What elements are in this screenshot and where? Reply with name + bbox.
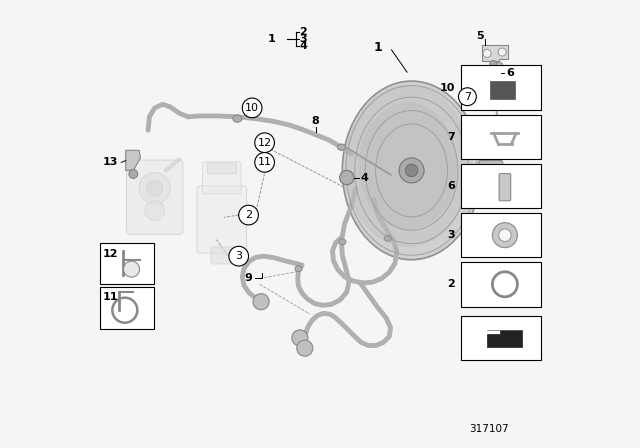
Circle shape	[243, 98, 262, 118]
FancyBboxPatch shape	[461, 65, 541, 110]
Circle shape	[147, 180, 163, 196]
Circle shape	[145, 201, 164, 220]
Ellipse shape	[384, 235, 392, 241]
Circle shape	[405, 164, 418, 177]
Circle shape	[255, 152, 275, 172]
FancyBboxPatch shape	[461, 164, 541, 208]
FancyBboxPatch shape	[100, 243, 154, 284]
Ellipse shape	[342, 81, 481, 260]
FancyBboxPatch shape	[490, 81, 515, 99]
Circle shape	[113, 297, 138, 323]
Circle shape	[458, 88, 476, 106]
FancyBboxPatch shape	[127, 160, 183, 234]
Text: 10: 10	[440, 83, 455, 93]
Text: 12: 12	[257, 138, 272, 148]
Polygon shape	[482, 45, 508, 61]
Circle shape	[492, 223, 517, 248]
FancyBboxPatch shape	[461, 115, 541, 159]
FancyBboxPatch shape	[492, 63, 502, 87]
Circle shape	[139, 172, 170, 204]
Circle shape	[229, 246, 248, 266]
Text: 2: 2	[299, 27, 307, 37]
FancyBboxPatch shape	[100, 287, 154, 329]
Circle shape	[499, 229, 511, 241]
Text: 5: 5	[476, 31, 484, 41]
Circle shape	[124, 261, 140, 277]
Circle shape	[492, 272, 517, 297]
Text: 3: 3	[236, 251, 242, 261]
Ellipse shape	[337, 144, 346, 151]
Polygon shape	[125, 151, 140, 170]
FancyBboxPatch shape	[202, 162, 241, 194]
Text: 4: 4	[360, 172, 368, 182]
Text: 317107: 317107	[469, 424, 509, 435]
Ellipse shape	[339, 239, 346, 245]
Ellipse shape	[346, 86, 470, 246]
Circle shape	[483, 49, 491, 57]
Circle shape	[340, 170, 354, 185]
Text: 4: 4	[299, 41, 307, 51]
FancyBboxPatch shape	[479, 160, 502, 180]
Circle shape	[129, 169, 138, 178]
Text: 11: 11	[258, 157, 271, 168]
Text: 6: 6	[447, 181, 455, 191]
Text: 2: 2	[447, 279, 455, 289]
Circle shape	[292, 330, 308, 346]
FancyBboxPatch shape	[197, 186, 246, 253]
Text: 2: 2	[245, 210, 252, 220]
Text: 1: 1	[374, 41, 383, 54]
FancyBboxPatch shape	[211, 247, 232, 264]
FancyBboxPatch shape	[461, 315, 541, 360]
Circle shape	[255, 133, 275, 152]
Text: 7: 7	[447, 132, 455, 142]
Text: 1: 1	[268, 34, 275, 43]
FancyBboxPatch shape	[461, 262, 541, 306]
Text: 7: 7	[464, 92, 471, 102]
Text: 10: 10	[245, 103, 259, 113]
Ellipse shape	[295, 266, 302, 271]
Ellipse shape	[233, 115, 242, 122]
Circle shape	[490, 60, 497, 68]
Circle shape	[498, 48, 506, 56]
Polygon shape	[487, 330, 522, 347]
Text: 3: 3	[448, 230, 455, 240]
Ellipse shape	[360, 103, 456, 228]
Circle shape	[399, 158, 424, 183]
FancyBboxPatch shape	[207, 163, 237, 174]
Circle shape	[297, 340, 313, 356]
Circle shape	[239, 205, 259, 225]
Circle shape	[253, 294, 269, 310]
FancyBboxPatch shape	[499, 173, 511, 201]
Text: 6: 6	[506, 68, 514, 78]
Text: 12: 12	[103, 249, 118, 258]
Text: 11: 11	[103, 292, 118, 302]
Text: 13: 13	[103, 157, 118, 168]
FancyBboxPatch shape	[461, 213, 541, 258]
Text: 3: 3	[299, 34, 307, 43]
Text: 8: 8	[312, 116, 319, 126]
Text: 9: 9	[244, 273, 252, 284]
